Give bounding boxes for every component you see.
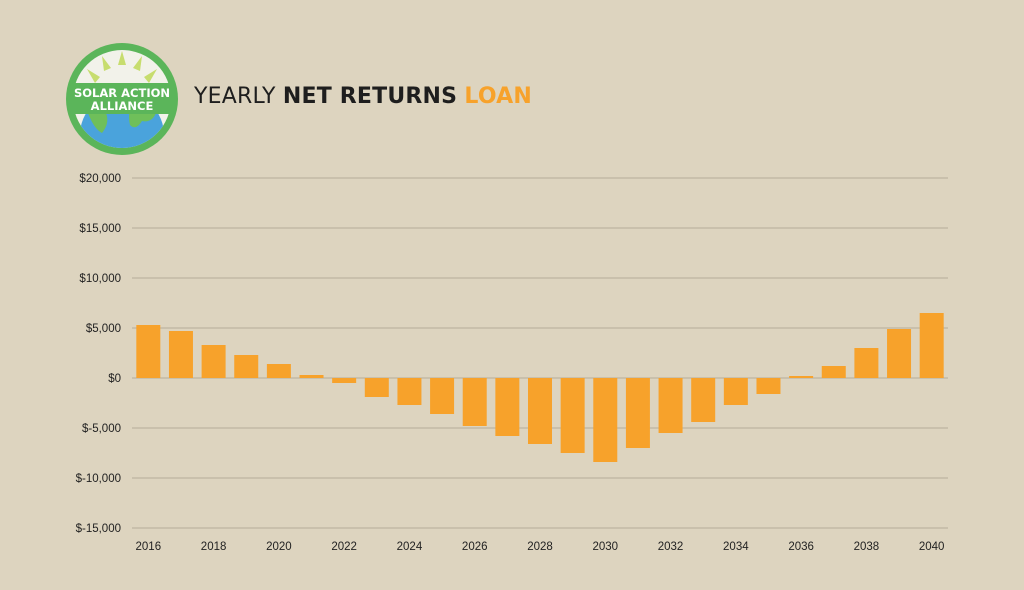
x-tick-label: 2026 bbox=[462, 541, 488, 553]
y-tick-label: $20,000 bbox=[79, 173, 121, 185]
bar-2022 bbox=[332, 378, 357, 383]
bar-2017 bbox=[168, 331, 193, 378]
chart-title: YEARLY NET RETURNS LOAN bbox=[194, 84, 532, 109]
y-tick-label: $-15,000 bbox=[76, 523, 121, 535]
y-tick-label: $5,000 bbox=[86, 323, 121, 335]
bar-2035 bbox=[756, 378, 781, 394]
gridlines bbox=[132, 177, 948, 529]
bar-2020 bbox=[266, 364, 291, 378]
bar-2026 bbox=[462, 378, 487, 426]
x-tick-label: 2024 bbox=[397, 541, 423, 553]
y-tick-label: $-10,000 bbox=[76, 473, 121, 485]
bar-2016 bbox=[136, 325, 161, 378]
x-tick-label: 2034 bbox=[723, 541, 749, 553]
bar-2023 bbox=[364, 378, 389, 397]
bar-2031 bbox=[625, 378, 650, 448]
x-tick-label: 2020 bbox=[266, 541, 292, 553]
bar-2018 bbox=[201, 345, 226, 378]
bar-2019 bbox=[234, 355, 259, 378]
x-axis-labels: 2016 2018 2020 2022 2024 2026 2028 2030 2032 2034… bbox=[136, 541, 945, 553]
bar-2027 bbox=[495, 378, 520, 436]
bar-2039 bbox=[887, 329, 912, 378]
x-tick-label: 2022 bbox=[331, 541, 357, 553]
x-tick-label: 2018 bbox=[201, 541, 227, 553]
bar-2037 bbox=[821, 366, 846, 378]
bar-2030 bbox=[593, 378, 618, 462]
bar-2033 bbox=[691, 378, 716, 422]
title-part-net-returns: NET RETURNS bbox=[282, 84, 458, 109]
bar-2036 bbox=[789, 376, 814, 378]
bar-2029 bbox=[560, 378, 585, 453]
y-tick-label: $0 bbox=[108, 373, 121, 385]
solar-action-alliance-logo: SOLAR ACTION ALLIANCE bbox=[66, 43, 178, 155]
bar-2040 bbox=[919, 313, 944, 378]
x-tick-label: 2036 bbox=[788, 541, 814, 553]
y-axis-labels: $20,000 $15,000 $10,000 $5,000 $0 $-5,000 $-10… bbox=[76, 173, 121, 535]
logo-text-line1: SOLAR ACTION bbox=[74, 86, 170, 100]
x-tick-label: 2030 bbox=[592, 541, 618, 553]
bar-2038 bbox=[854, 348, 879, 378]
title-part-yearly: YEARLY bbox=[194, 84, 276, 109]
bar-2024 bbox=[397, 378, 422, 405]
y-tick-label: $10,000 bbox=[79, 273, 121, 285]
bar-2032 bbox=[658, 378, 683, 433]
bar-2028 bbox=[528, 378, 552, 444]
bars bbox=[136, 313, 944, 462]
x-tick-label: 2028 bbox=[527, 541, 553, 553]
y-tick-label: $-5,000 bbox=[82, 423, 121, 435]
x-tick-label: 2038 bbox=[854, 541, 880, 553]
logo-text-line2: ALLIANCE bbox=[91, 99, 154, 113]
bar-2034 bbox=[723, 378, 748, 405]
y-tick-label: $15,000 bbox=[79, 223, 121, 235]
bar-2021 bbox=[299, 375, 324, 378]
x-tick-label: 2032 bbox=[658, 541, 684, 553]
x-tick-label: 2040 bbox=[919, 541, 945, 553]
title-part-loan: LOAN bbox=[464, 84, 532, 109]
x-tick-label: 2016 bbox=[136, 541, 162, 553]
bar-2025 bbox=[430, 378, 455, 414]
